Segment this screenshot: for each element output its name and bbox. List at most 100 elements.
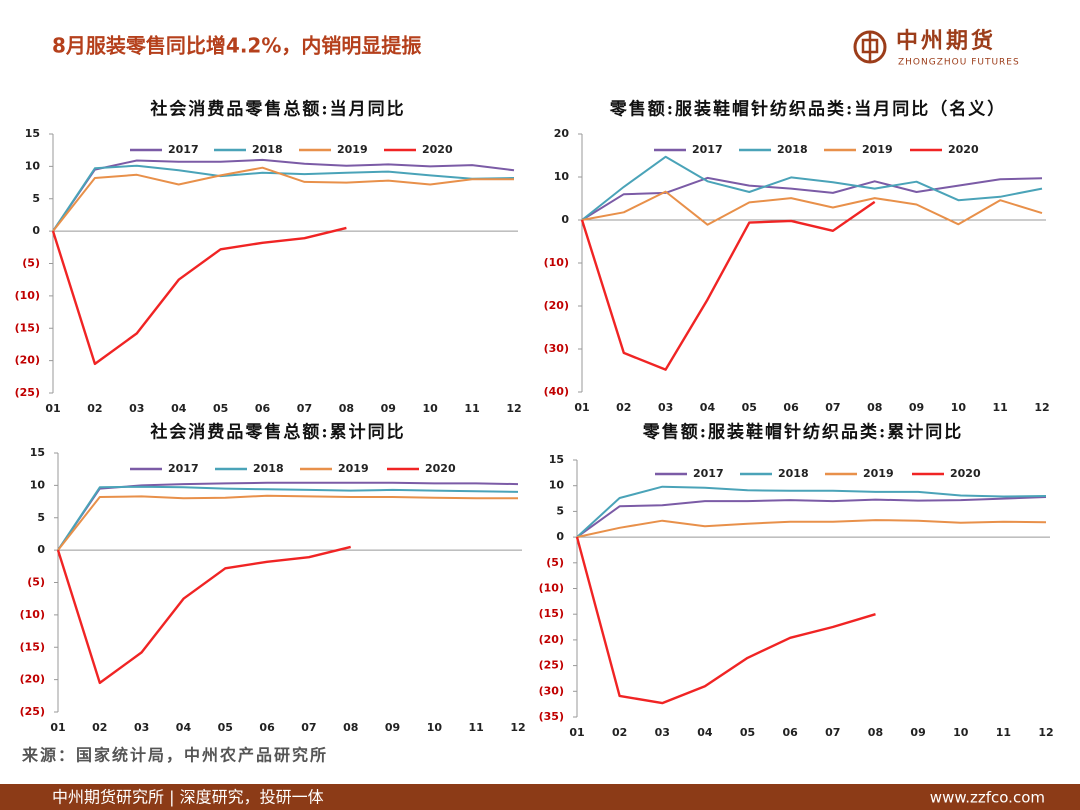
x-tick-label: 01 <box>569 726 584 739</box>
series-line <box>576 496 1047 538</box>
legend-label: 2019 <box>338 462 369 475</box>
y-tick-label: 0 <box>32 224 40 237</box>
x-tick-label: 08 <box>867 401 882 414</box>
y-tick-label: 0 <box>37 543 45 556</box>
series-line <box>581 190 1043 226</box>
y-tick-label: 15 <box>549 453 564 466</box>
y-tick-label: 10 <box>30 478 46 491</box>
slide-title: 8月服装零售同比增4.2%，内销明显提振 <box>52 34 421 58</box>
legend-label: 2019 <box>862 143 893 156</box>
y-tick-label: (10) <box>544 256 569 269</box>
y-tick-label: 10 <box>554 170 570 183</box>
x-tick-label: 01 <box>574 401 589 414</box>
x-tick-label: 09 <box>381 402 396 415</box>
x-tick-label: 11 <box>464 402 479 415</box>
x-tick-label: 04 <box>700 401 716 414</box>
x-tick-label: 01 <box>50 721 65 734</box>
x-tick-label: 09 <box>385 721 400 734</box>
y-tick-label: (5) <box>546 556 564 569</box>
x-tick-label: 03 <box>655 726 670 739</box>
x-tick-label: 12 <box>1038 726 1053 739</box>
x-tick-label: 02 <box>92 721 107 734</box>
legend-label: 2019 <box>863 467 894 480</box>
x-tick-label: 01 <box>45 402 60 415</box>
x-tick-label: 10 <box>423 402 439 415</box>
x-tick-label: 04 <box>176 721 192 734</box>
footer-right: www.zzfco.com <box>930 789 1045 807</box>
x-tick-label: 10 <box>953 726 969 739</box>
x-tick-label: 06 <box>255 402 271 415</box>
series-line <box>576 485 1047 538</box>
x-tick-label: 11 <box>469 721 484 734</box>
x-tick-label: 07 <box>297 402 312 415</box>
y-tick-label: 20 <box>554 127 570 140</box>
x-tick-label: 07 <box>825 726 840 739</box>
legend-label: 2018 <box>253 462 284 475</box>
x-tick-label: 08 <box>868 726 883 739</box>
series-line <box>56 545 351 685</box>
x-tick-label: 06 <box>259 721 275 734</box>
y-tick-label: (25) <box>539 659 564 672</box>
logo: 中州期货 ZHONGZHOU FUTURES <box>853 28 1020 68</box>
legend-label: 2020 <box>950 467 981 480</box>
x-tick-label: 02 <box>616 401 631 414</box>
legend-label: 2018 <box>777 143 808 156</box>
y-tick-label: (25) <box>20 705 45 718</box>
y-tick-label: (35) <box>539 710 564 723</box>
x-tick-label: 09 <box>909 401 924 414</box>
x-tick-label: 05 <box>213 402 228 415</box>
chart-title: 零售额:服装鞋帽针纺织品类:累计同比 <box>642 422 964 443</box>
chart: 社会消费品零售总额:当月同比 15 10 5 0 (5) (10) (15) (20) (25) 0… <box>15 99 522 416</box>
y-tick-label: (15) <box>20 640 45 653</box>
y-tick-label: 15 <box>30 446 45 459</box>
legend-label: 2017 <box>692 143 723 156</box>
y-tick-label: (5) <box>27 576 45 589</box>
y-tick-label: (20) <box>20 673 45 686</box>
legend-label: 2020 <box>422 143 453 156</box>
chart: 零售额:服装鞋帽针纺织品类:当月同比（名义） 20 10 0 (10) (20) (30) (… <box>544 99 1050 415</box>
y-tick-label: (30) <box>539 684 564 697</box>
x-tick-label: 07 <box>825 401 840 414</box>
series-line <box>57 481 519 551</box>
legend-label: 2020 <box>948 143 979 156</box>
x-tick-label: 10 <box>951 401 967 414</box>
y-tick-label: (40) <box>544 385 569 398</box>
y-tick-label: (10) <box>20 608 45 621</box>
y-tick-label: (5) <box>22 257 40 270</box>
footer-bar <box>0 784 1080 810</box>
x-tick-label: 06 <box>783 401 799 414</box>
x-tick-label: 06 <box>783 726 799 739</box>
legend-label: 2020 <box>425 462 456 475</box>
series-line <box>52 158 515 232</box>
x-tick-label: 03 <box>129 402 144 415</box>
y-tick-label: (15) <box>15 321 40 334</box>
y-tick-label: 5 <box>32 192 40 205</box>
logo-cn: 中州期货 <box>896 28 996 54</box>
legend-label: 2019 <box>337 143 368 156</box>
x-tick-label: 08 <box>339 402 354 415</box>
legend-label: 2018 <box>778 467 809 480</box>
y-tick-label: 0 <box>556 530 564 543</box>
series-line <box>576 519 1047 539</box>
legend-label: 2017 <box>168 143 199 156</box>
series-line <box>581 176 1043 221</box>
x-tick-label: 11 <box>993 401 1008 414</box>
x-tick-label: 04 <box>697 726 713 739</box>
x-tick-label: 11 <box>996 726 1011 739</box>
x-tick-label: 07 <box>301 721 316 734</box>
y-tick-label: (20) <box>15 354 40 367</box>
x-tick-label: 10 <box>427 721 443 734</box>
y-tick-label: (15) <box>539 607 564 620</box>
series-line <box>575 536 876 705</box>
x-tick-label: 03 <box>658 401 673 414</box>
logo-en: ZHONGZHOU FUTURES <box>898 58 1020 68</box>
y-tick-label: (25) <box>15 386 40 399</box>
y-tick-label: 10 <box>25 159 41 172</box>
y-tick-label: (10) <box>539 582 564 595</box>
x-tick-label: 05 <box>742 401 757 414</box>
x-tick-label: 05 <box>218 721 233 734</box>
x-tick-label: 04 <box>171 402 187 415</box>
legend-label: 2017 <box>693 467 724 480</box>
x-tick-label: 02 <box>612 726 627 739</box>
